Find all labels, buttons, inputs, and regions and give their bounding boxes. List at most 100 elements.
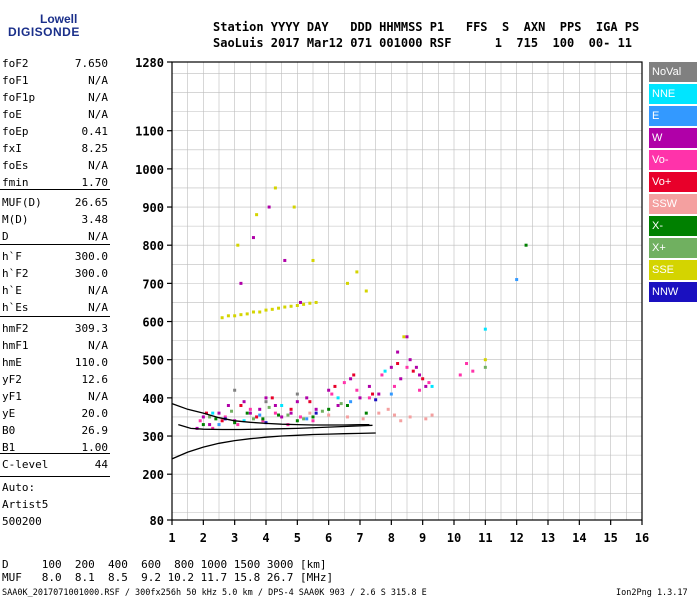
profile-line (178, 423, 373, 431)
data-point (336, 396, 340, 400)
y-tick-label: 1100 (135, 125, 164, 139)
data-point (471, 369, 475, 373)
data-point (327, 388, 331, 392)
data-point (399, 377, 403, 381)
data-point (295, 392, 299, 396)
data-point (270, 307, 274, 311)
param-value: 1.70 (81, 176, 109, 189)
data-point (270, 396, 274, 400)
param-name: h`F (2, 250, 22, 263)
param-value: 8.25 (81, 142, 109, 155)
panel-divider (0, 244, 110, 245)
data-point (361, 417, 365, 421)
data-point (242, 419, 246, 423)
data-point (220, 419, 224, 423)
param-name: hmF1 (2, 339, 29, 352)
data-point (208, 415, 212, 419)
x-tick-label: 11 (478, 531, 492, 545)
param-name: B0 (2, 424, 16, 437)
legend-item-noval: NoVal (649, 62, 697, 82)
data-point (418, 373, 422, 377)
param-row: MUF(D) 26.65 (2, 196, 108, 212)
data-point (289, 407, 293, 411)
data-point (292, 205, 296, 209)
data-point (380, 373, 384, 377)
x-tick-label: 10 (447, 531, 461, 545)
y-tick-label: 800 (142, 239, 164, 253)
data-point (230, 409, 234, 413)
data-point (295, 400, 299, 404)
data-point (352, 373, 356, 377)
data-point (392, 413, 396, 417)
clevel-name: C-level (2, 458, 49, 471)
data-point (308, 400, 312, 404)
data-point (424, 384, 428, 388)
param-row: hmF2 309.3 (2, 322, 108, 338)
param-row: h`Es N/A (2, 301, 108, 317)
legend-item-nnw: NNW (649, 282, 697, 302)
y-tick-label: 300 (142, 430, 164, 444)
data-point (305, 396, 309, 400)
param-value: N/A (88, 91, 108, 104)
param-value: 309.3 (74, 322, 108, 335)
param-value: N/A (88, 339, 108, 352)
param-row: D N/A (2, 230, 108, 246)
clevel-row: C-level 44 (2, 458, 108, 474)
param-value: 300.0 (74, 250, 108, 263)
data-point (214, 417, 218, 421)
param-name: h`Es (2, 301, 29, 314)
header-values: SaoLuis 2017 Mar12 071 001000 RSF 1 715 … (213, 36, 633, 50)
x-tick-label: 8 (388, 531, 395, 545)
data-point (327, 407, 331, 411)
profile-line (171, 432, 376, 460)
param-row: hmF1 N/A (2, 339, 108, 355)
legend-item-x: X- (649, 216, 697, 236)
data-point (283, 305, 287, 309)
data-point (377, 392, 381, 396)
data-point (333, 384, 337, 388)
data-point (367, 396, 371, 400)
data-point (239, 313, 243, 317)
data-point (458, 373, 462, 377)
legend-item-e: E (649, 106, 697, 126)
data-point (201, 423, 205, 427)
data-point (248, 407, 252, 411)
data-point (314, 411, 318, 415)
data-point (383, 369, 387, 373)
data-point (267, 405, 271, 409)
data-point (277, 413, 281, 417)
x-tick-label: 2 (200, 531, 207, 545)
data-point (320, 409, 324, 413)
data-point (311, 415, 315, 419)
data-point (298, 300, 302, 304)
data-point (208, 423, 212, 427)
data-point (298, 415, 302, 419)
legend-item-x: X+ (649, 238, 697, 258)
param-name: yF2 (2, 373, 22, 386)
x-tick-label: 16 (635, 531, 649, 545)
logo-line2: DIGISONDE (8, 25, 80, 39)
y-tick-label: 200 (142, 468, 164, 482)
data-point (311, 258, 315, 262)
data-point (311, 419, 315, 423)
data-point (204, 411, 208, 415)
x-tick-label: 9 (419, 531, 426, 545)
param-row: fmin 1.70 (2, 176, 108, 192)
clevel-value: 44 (94, 458, 108, 471)
plot-frame (171, 61, 643, 521)
data-point (402, 335, 406, 339)
data-point (255, 213, 259, 217)
data-point (358, 396, 362, 400)
param-row: foF1 N/A (2, 74, 108, 90)
data-point (211, 426, 215, 430)
data-point (280, 404, 284, 407)
data-point (258, 310, 262, 314)
param-name: yE (2, 407, 16, 420)
param-name: MUF(D) (2, 196, 42, 209)
data-point (408, 358, 412, 362)
data-point (427, 381, 431, 385)
data-point (255, 415, 259, 419)
data-point (386, 407, 390, 411)
data-point (280, 415, 284, 419)
data-point (483, 327, 487, 331)
